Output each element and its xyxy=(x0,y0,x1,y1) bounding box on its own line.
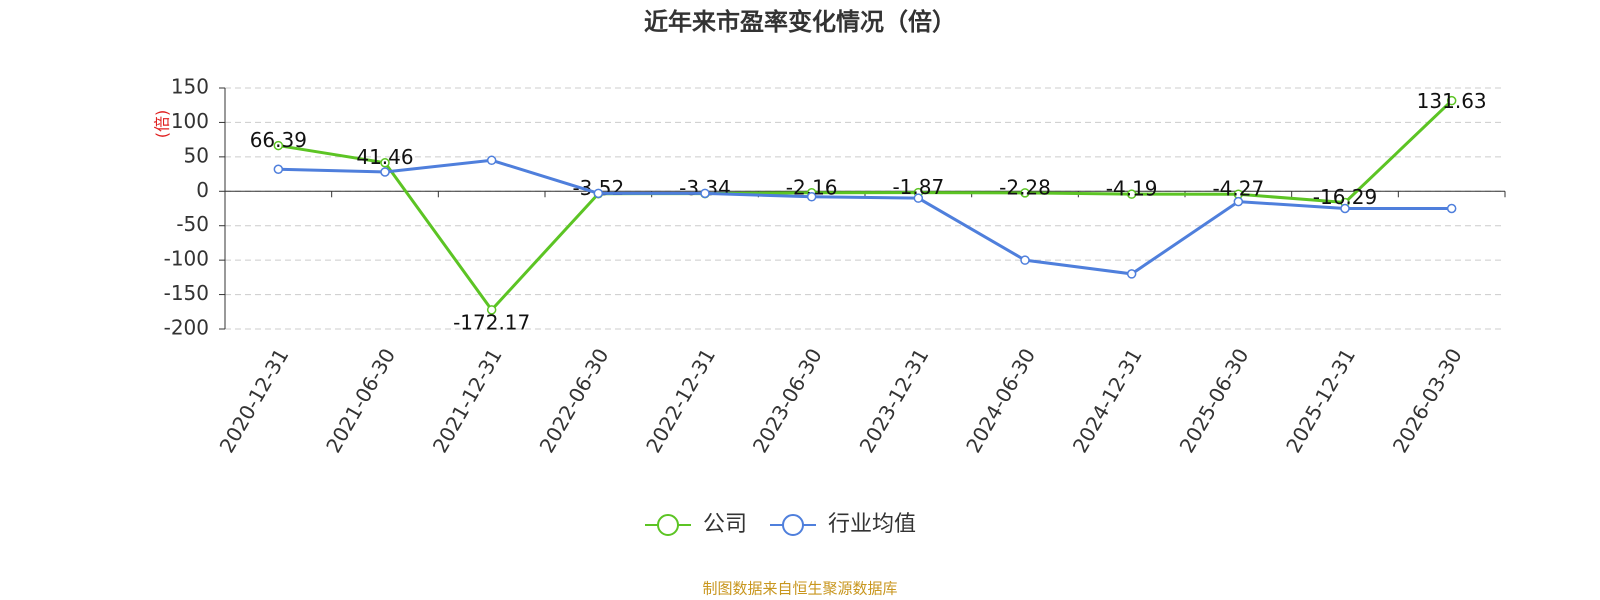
data-point xyxy=(486,155,497,166)
x-tick-label: 2022-06-30 xyxy=(535,344,614,457)
y-tick-label: 100 xyxy=(171,109,209,133)
x-tick-label: 2023-12-31 xyxy=(855,344,934,457)
legend-label: 公司 xyxy=(703,512,747,537)
x-tick-label: 2023-06-30 xyxy=(748,344,827,457)
data-point xyxy=(806,192,817,202)
data-point xyxy=(1020,255,1030,265)
chart-title: 近年来市盈率变化情况（倍） xyxy=(644,8,956,36)
series-line xyxy=(278,99,1453,313)
x-tick-label: 2024-06-30 xyxy=(961,344,1040,457)
data-point xyxy=(486,305,497,315)
source-note: 制图数据来自恒生聚源数据库 xyxy=(702,580,897,598)
data-point xyxy=(273,140,284,151)
data-point xyxy=(1233,196,1244,207)
series-line xyxy=(278,158,1452,276)
y-tick-label: -50 xyxy=(176,212,209,236)
y-tick-label: 0 xyxy=(196,178,209,202)
data-point xyxy=(1340,203,1350,214)
data-label: -4.27 xyxy=(1212,177,1264,201)
y-tick-label: -200 xyxy=(164,316,209,340)
y-tick-label: 50 xyxy=(184,143,209,167)
legend-marker xyxy=(782,514,804,536)
x-tick-label: 2020-12-31 xyxy=(215,344,294,457)
x-tick-label: 2022-12-31 xyxy=(641,344,720,457)
data-point xyxy=(700,188,710,199)
data-point xyxy=(1446,95,1457,106)
x-tick-label: 2025-06-30 xyxy=(1175,344,1254,457)
x-tick-label: 2021-06-30 xyxy=(321,344,400,457)
y-tick-label: -150 xyxy=(164,281,209,305)
legend-label: 行业均值 xyxy=(828,512,916,537)
y-axis-label: (倍) xyxy=(153,110,172,139)
x-tick-label: 2021-12-31 xyxy=(428,344,507,457)
data-label: -4.19 xyxy=(1106,177,1158,201)
data-label: 131.63 xyxy=(1417,89,1487,113)
x-tick-label: 2024-12-31 xyxy=(1068,344,1147,457)
x-tick-label: 2025-12-31 xyxy=(1281,344,1360,457)
data-label: -2.28 xyxy=(999,175,1051,199)
x-tick-label: 2026-03-30 xyxy=(1388,344,1467,457)
data-label: -172.17 xyxy=(453,310,530,334)
data-point xyxy=(913,193,924,203)
legend-marker xyxy=(657,514,679,536)
data-point xyxy=(380,167,390,177)
data-point xyxy=(1126,269,1137,279)
data-point xyxy=(593,188,604,199)
y-tick-label: -100 xyxy=(164,247,209,271)
data-point xyxy=(1446,203,1457,214)
data-label: 66.39 xyxy=(250,128,307,152)
data-point xyxy=(380,157,390,168)
data-label: 41.46 xyxy=(356,145,413,169)
data-point xyxy=(1020,188,1030,198)
y-tick-label: 150 xyxy=(171,75,209,99)
data-point xyxy=(273,164,284,175)
data-point xyxy=(1126,189,1137,199)
